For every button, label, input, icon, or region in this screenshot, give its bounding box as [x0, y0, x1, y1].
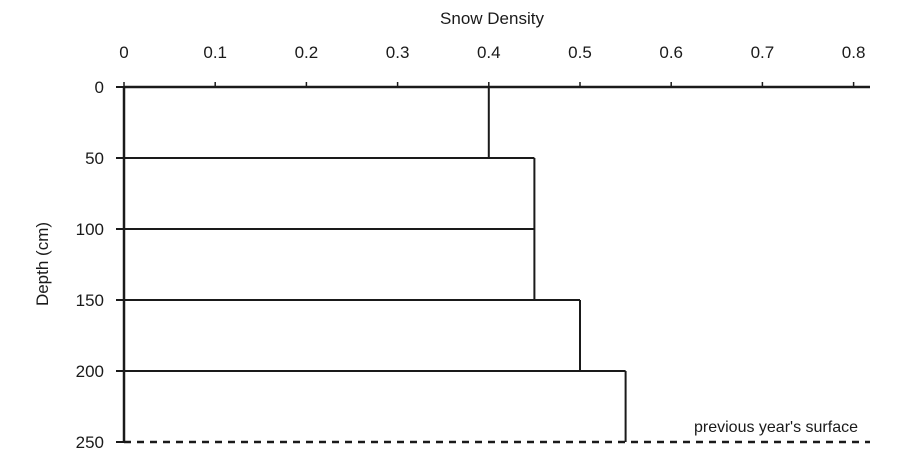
reference-line-label: previous year's surface [694, 419, 858, 436]
x-tick-label-3: 0.3 [386, 43, 410, 62]
axes-group [122, 85, 870, 442]
y-tick-label-5: 250 [76, 433, 104, 452]
x-tick-label-6: 0.6 [659, 43, 683, 62]
x-tick-label-8: 0.8 [842, 43, 866, 62]
y-tick-label-0: 0 [95, 78, 104, 97]
y-tick-label-1: 50 [85, 149, 104, 168]
y-axis-title: Depth (cm) [33, 222, 52, 306]
y-tick-label-3: 150 [76, 291, 104, 310]
y-tick-label-4: 200 [76, 362, 104, 381]
y-tick-label-2: 100 [76, 220, 104, 239]
x-axis-title: Snow Density [440, 9, 544, 28]
layers-group [124, 87, 870, 444]
x-tick-label-7: 0.7 [751, 43, 775, 62]
x-tick-label-4: 0.4 [477, 43, 501, 62]
x-tick-label-0: 0 [119, 43, 128, 62]
ticks-group: 0 0.1 0.2 0.3 0.4 0.5 0.6 0.7 0.8 0 50 100 150 200 250 [76, 43, 866, 452]
x-tick-label-2: 0.2 [295, 43, 319, 62]
x-tick-label-1: 0.1 [203, 43, 227, 62]
x-tick-label-5: 0.5 [568, 43, 592, 62]
